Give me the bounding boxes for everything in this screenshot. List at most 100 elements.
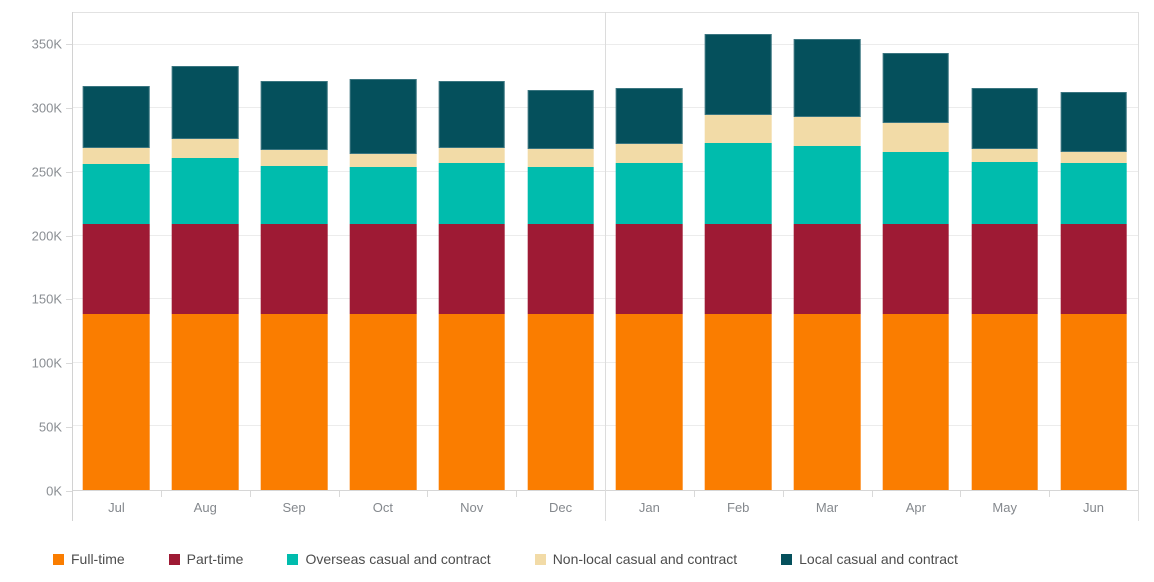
bar-segment-feb-overseas-casual-and-contract[interactable] [704,142,772,225]
bar-segment-jun-non-local-casual-and-contract[interactable] [1060,151,1127,164]
bar-segment-aug-overseas-casual-and-contract[interactable] [171,157,239,225]
legend-label-local-casual-and-contract: Local casual and contract [799,551,958,567]
bar-segment-may-non-local-casual-and-contract[interactable] [971,148,1038,162]
bar-segment-jul-full-time[interactable] [83,313,150,490]
bar-segment-oct-non-local-casual-and-contract[interactable] [349,154,417,167]
bar-segment-dec-part-time[interactable] [527,224,594,314]
bar-segment-nov-local-casual-and-contract[interactable] [438,81,506,148]
legend: Full-time Part-time Overseas casual and co… [53,548,958,570]
legend-item-part-time[interactable]: Part-time [168,551,243,567]
y-axis-label-250K: 250K [31,164,62,180]
bar-segment-oct-overseas-casual-and-contract[interactable] [349,166,417,225]
x-axis-labels: Jul Aug Sep Oct Nov Dec Jan Feb Mar Apr May Jun [72,494,1138,520]
bar-segment-oct-full-time[interactable] [349,313,417,490]
bar-segment-aug-full-time[interactable] [171,313,239,490]
bar-segment-jul-local-casual-and-contract[interactable] [83,86,150,148]
bar-segment-sep-full-time[interactable] [260,313,328,490]
bar-segment-mar-overseas-casual-and-contract[interactable] [793,146,861,225]
y-axis-label-150K: 150K [31,291,62,307]
bar-dec [527,90,594,490]
bar-segment-sep-non-local-casual-and-contract[interactable] [260,150,328,166]
bar-jul [83,86,150,490]
bar-cell-feb [694,13,783,490]
bar-cell-jun [1049,13,1138,490]
bar-segment-apr-part-time[interactable] [882,224,950,314]
x-axis-label-jun: Jun [1083,500,1104,515]
x-axis-label-apr: Apr [905,500,926,515]
bar-segment-mar-part-time[interactable] [793,224,861,314]
x-axis-label-oct: Oct [372,500,394,515]
bar-segment-apr-overseas-casual-and-contract[interactable] [882,151,950,225]
bar-jun [1060,91,1127,490]
bar-segment-may-local-casual-and-contract[interactable] [971,87,1038,149]
plot-area [72,12,1138,491]
legend-item-non-local-casual-and-contract[interactable]: Non-local casual and contract [534,551,737,567]
bar-segment-apr-full-time[interactable] [882,313,950,490]
bar-segment-jun-full-time[interactable] [1060,313,1127,490]
bar-cell-jul [72,13,161,490]
bar-segment-may-part-time[interactable] [971,224,1038,314]
y-axis-tick [66,171,72,173]
bar-segment-sep-overseas-casual-and-contract[interactable] [260,165,328,225]
bar-segment-jun-local-casual-and-contract[interactable] [1060,91,1127,152]
bar-segment-mar-local-casual-and-contract[interactable] [793,39,861,118]
bar-segment-feb-local-casual-and-contract[interactable] [704,34,772,115]
bar-segment-jan-non-local-casual-and-contract[interactable] [616,143,683,164]
x-axis-tick [782,491,784,497]
bar-segment-jan-overseas-casual-and-contract[interactable] [616,163,683,225]
bar-segment-may-overseas-casual-and-contract[interactable] [971,161,1038,225]
bar-segment-nov-overseas-casual-and-contract[interactable] [438,163,506,225]
bar-segment-dec-full-time[interactable] [527,313,594,490]
x-axis-tick [249,491,251,497]
bar-segment-aug-non-local-casual-and-contract[interactable] [171,138,239,158]
y-axis-tick [66,235,72,237]
bar-segment-nov-part-time[interactable] [438,224,506,314]
bar-segment-sep-local-casual-and-contract[interactable] [260,81,328,151]
x-axis-tick [871,491,873,497]
bar-segment-jul-part-time[interactable] [83,224,150,314]
y-axis: 0K 50K 100K 150K 200K 250K 300K 350K [0,0,72,582]
bar-segment-feb-non-local-casual-and-contract[interactable] [704,114,772,143]
legend-label-overseas-casual-and-contract: Overseas casual and contract [305,551,491,567]
bar-cell-oct [338,13,427,490]
bar-sep [260,81,328,490]
bar-segment-feb-full-time[interactable] [704,313,772,490]
bar-cell-nov [427,13,516,490]
y-axis-label-50K: 50K [38,419,62,435]
bar-segment-jun-overseas-casual-and-contract[interactable] [1060,163,1127,225]
bar-segment-dec-local-casual-and-contract[interactable] [527,90,594,149]
bar-segment-nov-full-time[interactable] [438,313,506,490]
bar-segment-oct-part-time[interactable] [349,224,417,314]
bar-segment-may-full-time[interactable] [971,313,1038,490]
legend-item-full-time[interactable]: Full-time [53,551,125,567]
bar-segment-nov-non-local-casual-and-contract[interactable] [438,147,506,164]
x-axis-label-jul: Jul [108,500,125,515]
bar-segment-apr-non-local-casual-and-contract[interactable] [882,123,950,152]
bar-segment-jul-overseas-casual-and-contract[interactable] [83,164,150,225]
bar-segment-mar-non-local-casual-and-contract[interactable] [793,117,861,147]
legend-item-local-casual-and-contract[interactable]: Local casual and contract [781,551,958,567]
bar-segment-dec-non-local-casual-and-contract[interactable] [527,148,594,167]
x-axis-label-may: May [992,500,1017,515]
bar-feb [704,34,772,490]
legend-item-overseas-casual-and-contract[interactable]: Overseas casual and contract [287,551,491,567]
y-axis-tick [66,299,72,301]
bar-segment-mar-full-time[interactable] [793,313,861,490]
bar-segment-feb-part-time[interactable] [704,224,772,314]
bar-segment-sep-part-time[interactable] [260,224,328,314]
bar-segment-jul-non-local-casual-and-contract[interactable] [83,147,150,165]
bar-segment-jan-local-casual-and-contract[interactable] [616,87,683,144]
x-axis-tick [960,491,962,497]
bar-segment-jun-part-time[interactable] [1060,224,1127,314]
bar-segment-oct-local-casual-and-contract[interactable] [349,78,417,155]
bar-segment-apr-local-casual-and-contract[interactable] [882,53,950,124]
bar-segment-aug-part-time[interactable] [171,224,239,314]
bar-cell-dec [516,13,605,490]
legend-label-full-time: Full-time [71,551,125,567]
bar-oct [349,78,417,490]
bar-segment-jan-full-time[interactable] [616,313,683,490]
bar-segment-jan-part-time[interactable] [616,224,683,314]
bar-segment-dec-overseas-casual-and-contract[interactable] [527,166,594,225]
bar-segment-aug-local-casual-and-contract[interactable] [171,65,239,139]
